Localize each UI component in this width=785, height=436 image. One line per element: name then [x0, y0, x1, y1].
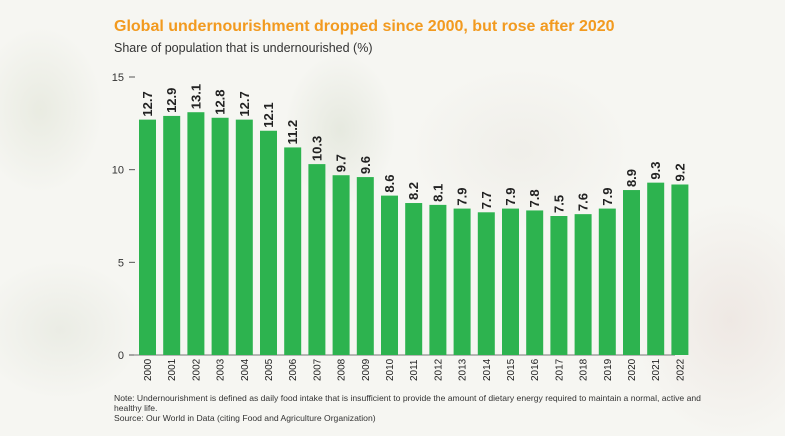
x-tick-label-2003: 2003	[216, 358, 227, 381]
bar-2021	[647, 182, 665, 355]
bar-2013	[453, 208, 471, 355]
data-label-2012: 8.1	[430, 184, 445, 202]
data-label-2021: 9.3	[648, 162, 663, 180]
x-tick-label-2019: 2019	[603, 358, 614, 381]
bar-2007	[308, 164, 326, 355]
data-label-2013: 7.9	[455, 188, 470, 206]
data-label-2001: 12.9	[164, 88, 179, 113]
data-label-2016: 7.8	[527, 189, 542, 207]
x-tick-label-2022: 2022	[675, 358, 686, 381]
data-label-2014: 7.7	[479, 191, 494, 209]
data-label-2022: 9.2	[672, 163, 687, 181]
data-label-2020: 8.9	[624, 169, 639, 187]
bar-2002	[187, 112, 205, 355]
bar-2018	[574, 214, 592, 355]
bar-2004	[235, 119, 253, 355]
x-tick-label-2005: 2005	[264, 358, 275, 381]
bar-2014	[477, 212, 495, 355]
x-axis: 2000 2001 2002 2003 2004 2005 2006 2007 2008 2009…	[143, 358, 686, 381]
data-labels: 12.7 12.9 13.1 12.8 12.7 12.1 11.2 10.3 9.7 9.6 8.…	[140, 84, 687, 213]
y-tick-label: 10	[112, 165, 124, 177]
data-label-2015: 7.9	[503, 188, 518, 206]
x-tick-label-2020: 2020	[627, 358, 638, 381]
bar-2000	[139, 119, 156, 355]
bar-2016	[526, 210, 544, 355]
bar-2005	[260, 130, 277, 355]
x-tick-label-2015: 2015	[506, 358, 517, 381]
data-label-2009: 9.6	[358, 156, 373, 174]
x-tick-label-2018: 2018	[579, 358, 590, 381]
x-tick-label-2013: 2013	[458, 358, 469, 381]
chart-title: Global undernourishment dropped since 20…	[114, 18, 615, 35]
x-tick-label-2001: 2001	[167, 358, 178, 381]
data-label-2010: 8.6	[382, 175, 397, 193]
x-tick-label-2016: 2016	[530, 358, 541, 381]
x-tick-label-2008: 2008	[337, 358, 348, 381]
bar-2006	[284, 147, 302, 355]
data-label-2006: 11.2	[285, 120, 300, 145]
x-tick-label-2021: 2021	[651, 358, 662, 381]
data-label-2002: 13.1	[188, 84, 203, 109]
footnotes: Note: Undernourishment is defined as dai…	[114, 393, 714, 423]
y-tick-label: 0	[118, 350, 124, 362]
y-tick-label: 5	[118, 257, 124, 269]
bar-2011	[405, 203, 423, 355]
y-tick-label: 15	[112, 72, 124, 84]
bar-2003	[211, 117, 229, 355]
x-tick-label-2017: 2017	[554, 358, 565, 381]
data-label-2005: 12.1	[261, 102, 276, 127]
x-tick-label-2010: 2010	[385, 358, 396, 381]
x-tick-label-2000: 2000	[143, 358, 154, 381]
bar-2019	[598, 208, 616, 355]
data-label-2004: 12.7	[237, 91, 252, 116]
x-tick-label-2009: 2009	[361, 358, 372, 381]
data-label-2011: 8.2	[406, 182, 421, 200]
bar-2020	[623, 190, 640, 355]
x-tick-label-2006: 2006	[288, 358, 299, 381]
bar-2022	[671, 184, 689, 355]
bar-2010	[381, 195, 398, 355]
x-tick-label-2007: 2007	[312, 358, 323, 381]
bar-2015	[502, 208, 519, 355]
chart-subtitle: Share of population that is undernourish…	[114, 41, 373, 55]
bar-2008	[332, 175, 350, 355]
x-tick-label-2012: 2012	[433, 358, 444, 381]
x-tick-label-2014: 2014	[482, 358, 493, 381]
data-label-2007: 10.3	[309, 136, 324, 161]
bar-2012	[429, 204, 447, 355]
bar-2017	[550, 216, 568, 355]
x-tick-label-2002: 2002	[191, 358, 202, 381]
x-tick-label-2004: 2004	[240, 358, 251, 381]
data-label-2018: 7.6	[576, 193, 591, 211]
data-label-2019: 7.9	[600, 188, 615, 206]
data-label-2000: 12.7	[140, 91, 155, 116]
source-text: Source: Our World in Data (citing Food a…	[114, 413, 376, 423]
data-label-2003: 12.8	[213, 89, 228, 114]
note-text: Note: Undernourishment is defined as dai…	[114, 393, 701, 413]
bar-2001	[163, 115, 181, 355]
data-label-2017: 7.5	[551, 195, 566, 213]
x-tick-label-2011: 2011	[409, 359, 420, 381]
bar-2009	[356, 177, 374, 355]
bars	[139, 112, 689, 355]
data-label-2008: 9.7	[334, 154, 349, 172]
